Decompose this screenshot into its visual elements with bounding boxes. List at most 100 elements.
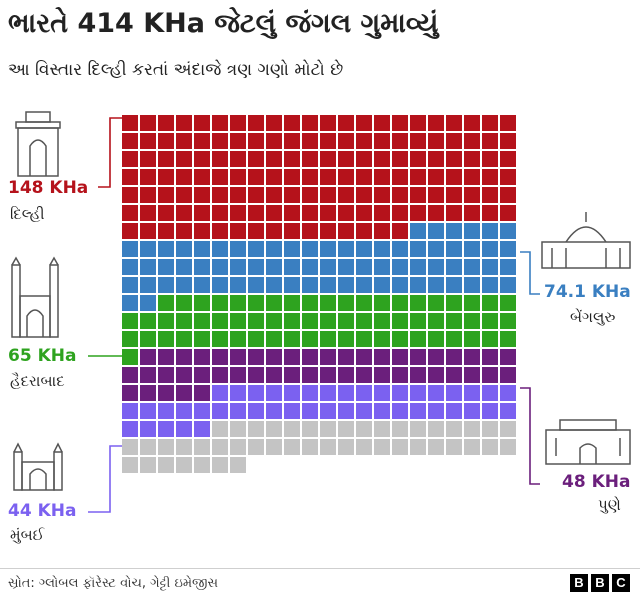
waffle-square-delhi (212, 205, 228, 221)
waffle-square-bengaluru (356, 277, 372, 293)
waffle-square-delhi (410, 169, 426, 185)
waffle-square-bengaluru (230, 241, 246, 257)
waffle-square-hyderabad (194, 331, 210, 347)
waffle-square-mumbai (410, 385, 426, 401)
waffle-square-delhi (158, 151, 174, 167)
waffle-square-bengaluru (140, 259, 156, 275)
waffle-square-delhi (122, 151, 138, 167)
waffle-square-bengaluru (320, 277, 336, 293)
waffle-square-hyderabad (482, 313, 498, 329)
waffle-square-pune (338, 349, 354, 365)
chart-subtitle: આ વિસ્તાર દિલ્હી કરતાં અંદાજે ત્રણ ગણો મ… (8, 60, 344, 80)
waffle-square-remainder (212, 457, 228, 473)
waffle-square-delhi (356, 151, 372, 167)
bengaluru-value-label: 74.1 KHa (544, 282, 631, 302)
waffle-square-mumbai (302, 403, 318, 419)
waffle-square-hyderabad (176, 295, 192, 311)
mumbai-city-label: મુંબઈ (10, 526, 45, 544)
waffle-square-remainder (482, 439, 498, 455)
waffle-square-delhi (302, 133, 318, 149)
waffle-square-pune (392, 349, 408, 365)
waffle-square-hyderabad (212, 331, 228, 347)
waffle-square-hyderabad (248, 295, 264, 311)
waffle-square-bengaluru (284, 259, 300, 275)
waffle-square-hyderabad (302, 331, 318, 347)
waffle-square-bengaluru (446, 223, 462, 239)
waffle-square-bengaluru (356, 259, 372, 275)
waffle-square-delhi (284, 133, 300, 149)
waffle-square-delhi (446, 115, 462, 131)
waffle-square-remainder (320, 421, 336, 437)
waffle-square-bengaluru (482, 223, 498, 239)
waffle-square-bengaluru (140, 277, 156, 293)
waffle-square-mumbai (356, 385, 372, 401)
waffle-square-delhi (410, 133, 426, 149)
waffle-square-pune (482, 367, 498, 383)
waffle-square-mumbai (320, 403, 336, 419)
waffle-square-remainder (374, 439, 390, 455)
waffle-square-pune (410, 367, 426, 383)
waffle-square-mumbai (266, 385, 282, 401)
waffle-square-delhi (266, 205, 282, 221)
waffle-square-hyderabad (176, 331, 192, 347)
waffle-square-bengaluru (464, 277, 480, 293)
waffle-square-bengaluru (482, 241, 498, 257)
waffle-square-delhi (230, 223, 246, 239)
pune-value-label: 48 KHa (562, 472, 631, 492)
waffle-square-delhi (140, 151, 156, 167)
waffle-square-delhi (266, 223, 282, 239)
waffle-square-delhi (248, 151, 264, 167)
waffle-square-delhi (212, 115, 228, 131)
connector-lines (88, 117, 540, 513)
waffle-square-pune (212, 349, 228, 365)
waffle-square-bengaluru (464, 223, 480, 239)
waffle-square-mumbai (212, 403, 228, 419)
waffle-square-delhi (338, 133, 354, 149)
waffle-square-remainder (194, 439, 210, 455)
waffle-square-mumbai (302, 385, 318, 401)
delhi-city-label: દિલ્હી (10, 205, 45, 223)
waffle-square-delhi (158, 205, 174, 221)
waffle-square-remainder (284, 439, 300, 455)
waffle-square-delhi (464, 115, 480, 131)
waffle-square-bengaluru (446, 259, 462, 275)
waffle-square-bengaluru (392, 241, 408, 257)
waffle-square-hyderabad (482, 295, 498, 311)
waffle-square-pune (230, 367, 246, 383)
waffle-square-delhi (212, 169, 228, 185)
waffle-square-bengaluru (410, 223, 426, 239)
waffle-square-bengaluru (302, 241, 318, 257)
waffle-square-remainder (500, 421, 516, 437)
waffle-square-bengaluru (176, 277, 192, 293)
waffle-square-bengaluru (248, 277, 264, 293)
bbc-logo-letter: B (591, 574, 609, 592)
waffle-square-delhi (374, 205, 390, 221)
waffle-square-delhi (410, 151, 426, 167)
waffle-square-pune (392, 367, 408, 383)
waffle-square-delhi (194, 205, 210, 221)
waffle-square-pune (140, 385, 156, 401)
waffle-square-remainder (212, 421, 228, 437)
waffle-square-remainder (248, 439, 264, 455)
waffle-square-delhi (230, 169, 246, 185)
waffle-square-hyderabad (284, 331, 300, 347)
waffle-square-delhi (158, 133, 174, 149)
waffle-square-bengaluru (266, 241, 282, 257)
waffle-square-delhi (338, 115, 354, 131)
waffle-square-remainder (500, 439, 516, 455)
waffle-square-bengaluru (500, 259, 516, 275)
waffle-square-delhi (320, 223, 336, 239)
waffle-square-pune (374, 367, 390, 383)
waffle-square-delhi (320, 205, 336, 221)
waffle-square-delhi (176, 205, 192, 221)
waffle-square-delhi (320, 187, 336, 203)
waffle-square-bengaluru (428, 241, 444, 257)
waffle-square-delhi (500, 151, 516, 167)
waffle-square-delhi (284, 205, 300, 221)
waffle-square-delhi (446, 151, 462, 167)
waffle-square-mumbai (464, 403, 480, 419)
waffle-square-delhi (194, 115, 210, 131)
waffle-square-delhi (158, 223, 174, 239)
connector-pune (520, 387, 540, 485)
waffle-square-remainder (158, 439, 174, 455)
